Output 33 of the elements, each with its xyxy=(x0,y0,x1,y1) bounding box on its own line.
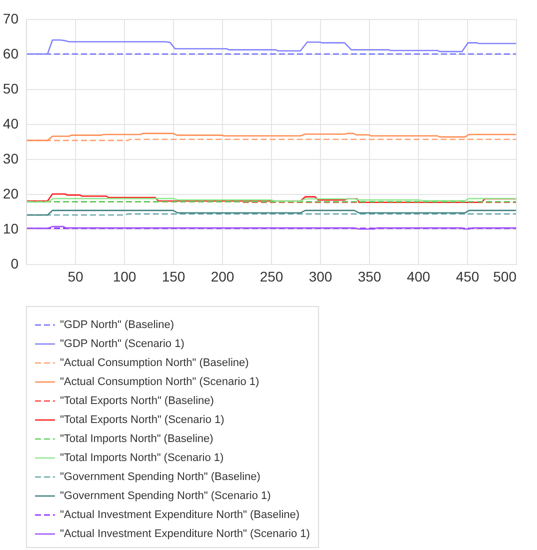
legend-label: "Total Imports North" (Baseline) xyxy=(60,433,214,445)
x-tick-label: 350 xyxy=(358,268,382,284)
y-tick-label: 50 xyxy=(2,80,19,96)
x-tick-label: 100 xyxy=(112,268,136,284)
legend-label: "Total Exports North" (Scenario 1) xyxy=(60,414,224,426)
x-tick-label: 500 xyxy=(493,268,517,284)
y-tick-label: 70 xyxy=(2,10,19,26)
x-tick-label: 400 xyxy=(406,268,430,284)
x-tick-label: 200 xyxy=(210,268,234,284)
legend-label: "GDP North" (Baseline) xyxy=(60,319,174,331)
legend-label: "GDP North" (Scenario 1) xyxy=(60,338,184,350)
x-tick-label: 450 xyxy=(456,268,480,284)
y-tick-label: 30 xyxy=(2,150,19,166)
legend-label: "Government Spending North" (Scenario 1) xyxy=(60,490,271,502)
legend-label: "Government Spending North" (Baseline) xyxy=(60,471,260,483)
legend-label: "Actual Investment Expenditure North" (Scenario 1) xyxy=(60,528,310,540)
y-tick-label: 20 xyxy=(2,186,19,202)
legend-label: "Total Exports North" (Baseline) xyxy=(60,395,214,407)
x-tick-label: 300 xyxy=(308,268,332,284)
line-series xyxy=(26,193,517,204)
y-tick-label: 60 xyxy=(2,46,19,62)
y-tick-label: 40 xyxy=(2,116,19,132)
line-series xyxy=(26,39,517,55)
y-tick-label: 10 xyxy=(2,220,19,236)
line-series xyxy=(26,132,517,142)
x-tick-label: 150 xyxy=(162,268,186,284)
legend-label: "Actual Consumption North" (Scenario 1) xyxy=(60,376,260,388)
y-tick-label: 0 xyxy=(10,256,19,272)
x-tick-label: 250 xyxy=(260,268,284,284)
legend-label: "Actual Investment Expenditure North" (Baseline) xyxy=(60,509,300,521)
legend-label: "Total Imports North" (Scenario 1) xyxy=(60,452,224,464)
x-tick-label: 50 xyxy=(68,268,84,284)
legend-label: "Actual Consumption North" (Baseline) xyxy=(60,357,249,369)
